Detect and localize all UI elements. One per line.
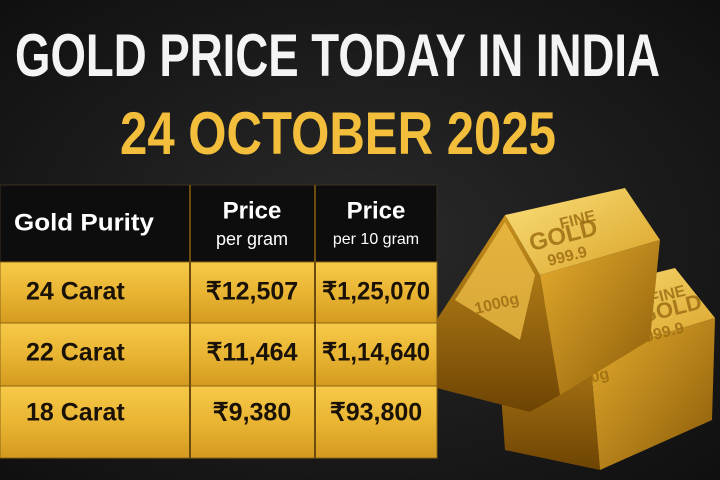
column-subheader: per gram: [216, 229, 288, 249]
cell: ₹12,507: [206, 278, 298, 306]
cell: ₹1,14,640: [322, 339, 430, 367]
cell: ₹1,25,070: [322, 278, 430, 306]
row: [0, 385, 438, 459]
date: 24 OCTOBER 2025: [120, 100, 556, 167]
cell: 18 Carat: [26, 399, 125, 427]
column-subheader: per 10 gram: [333, 231, 419, 248]
gold-bar-front: FINE GOLD 999.9 1000g: [425, 188, 660, 412]
price-table: Gold Purity Price per gram Price per 10 …: [0, 184, 438, 459]
header-row: [0, 184, 438, 263]
cell: 24 Carat: [26, 278, 125, 306]
cell: ₹11,464: [207, 339, 298, 367]
title: GOLD PRICE TODAY IN INDIA: [15, 22, 660, 89]
column-header: Gold Purity: [14, 209, 155, 236]
column-header: Price: [223, 197, 282, 224]
row: [0, 322, 438, 387]
cell: 22 Carat: [26, 339, 125, 367]
cell: ₹9,380: [213, 399, 291, 427]
column-header: Price: [347, 197, 406, 224]
cell: ₹93,800: [330, 399, 422, 427]
